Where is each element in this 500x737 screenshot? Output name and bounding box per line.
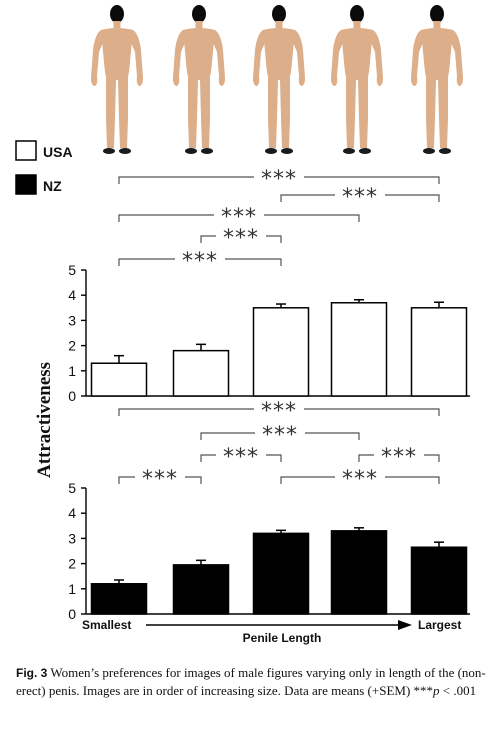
male-figure-icon (411, 5, 463, 154)
significance-label: *** (381, 445, 417, 470)
y-tick-label: 2 (68, 556, 76, 572)
significance-label: *** (223, 226, 259, 251)
male-figure-icon (253, 5, 305, 154)
bar-nz (410, 546, 468, 615)
caption-pvalue-prefix: *** (413, 683, 434, 698)
x-axis-title: Penile Length (243, 631, 322, 645)
bar-usa (330, 302, 388, 397)
bar-usa (172, 349, 230, 397)
y-tick-label: 4 (68, 287, 76, 303)
significance-label: *** (221, 205, 257, 230)
figures-row (91, 5, 463, 154)
significance-label: *** (262, 423, 298, 448)
significance-label-bg (335, 186, 385, 202)
y-tick-label: 2 (68, 338, 76, 354)
caption-text: Women’s preferences for images of male f… (16, 665, 486, 698)
y-tick-label: 3 (68, 312, 76, 328)
figure-caption: Fig. 3 Women’s preferences for images of… (16, 664, 486, 699)
significance-label: *** (342, 185, 378, 210)
legend-swatch-usa (15, 140, 37, 161)
significance-label-bg (216, 446, 266, 462)
bar-nz (330, 530, 388, 615)
significance-label-bg (374, 446, 424, 462)
y-tick-label: 5 (68, 480, 76, 496)
significance-label-bg (335, 468, 385, 484)
x-axis-left-label: Smallest (82, 618, 131, 632)
significance-label-bg (135, 468, 185, 484)
caption-pvalue-var: p (433, 683, 440, 698)
significance-label-bg (254, 400, 304, 416)
x-axis-right-label: Largest (418, 618, 461, 632)
male-figure-icon (91, 5, 143, 154)
male-figure-icon (331, 5, 383, 154)
bar-nz (172, 564, 230, 615)
y-tick-label: 1 (68, 363, 76, 379)
significance-label-bg (216, 227, 266, 243)
bar-nz (252, 532, 310, 615)
bar-nz (90, 583, 148, 615)
y-tick-label: 4 (68, 505, 76, 521)
bar-usa (252, 307, 310, 397)
legend-label-nz: NZ (43, 178, 62, 194)
legend-label-usa: USA (43, 144, 73, 160)
significance-label-bg (255, 424, 305, 440)
significance-label-bg (175, 250, 225, 266)
y-tick-label: 0 (68, 388, 76, 404)
caption-label: Fig. 3 (16, 666, 48, 680)
significance-label: *** (182, 249, 218, 274)
male-figure-icon (173, 5, 225, 154)
significance-label: *** (223, 445, 259, 470)
legend-swatch-nz (15, 174, 37, 195)
y-tick-label: 1 (68, 581, 76, 597)
y-tick-label: 5 (68, 262, 76, 278)
significance-label: *** (142, 467, 178, 492)
significance-label: *** (342, 467, 378, 492)
bar-usa (90, 362, 148, 397)
significance-label: *** (261, 399, 297, 424)
y-tick-label: 3 (68, 530, 76, 546)
y-axis-label: Attractiveness (34, 362, 55, 478)
significance-label: *** (261, 167, 297, 192)
significance-label-bg (254, 168, 304, 184)
x-axis-arrowhead (398, 620, 412, 630)
bar-usa (410, 307, 468, 397)
caption-pvalue-rest: < .001 (439, 683, 477, 698)
y-tick-label: 0 (68, 606, 76, 622)
significance-label-bg (214, 206, 264, 222)
